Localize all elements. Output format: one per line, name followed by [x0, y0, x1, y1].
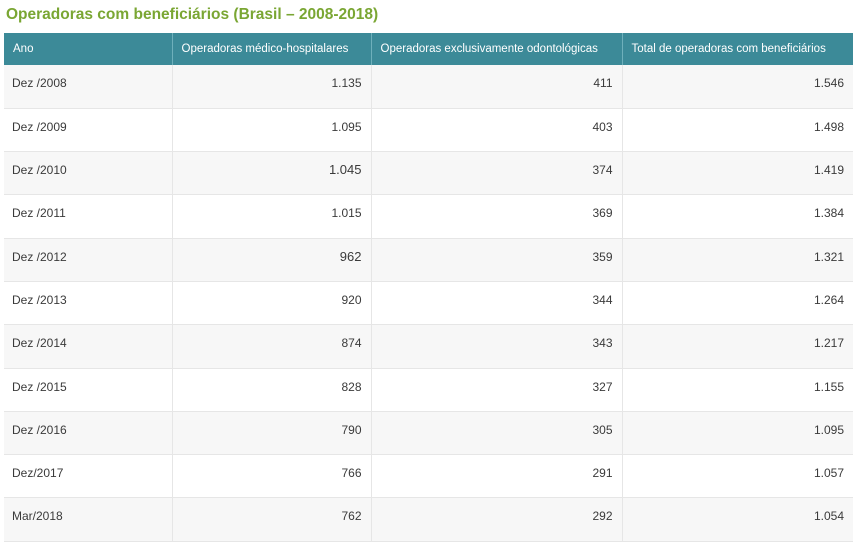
- cell-medico: 962: [172, 238, 372, 282]
- cell-medico: 874: [172, 324, 372, 369]
- cell-medico: 1.135: [172, 65, 372, 109]
- table-body: Dez /2008 1.135 411 1.546 Dez /2009 1.09…: [4, 65, 853, 542]
- cell-total: 1.321: [622, 238, 853, 282]
- page-title: Operadoras com beneficiários (Brasil – 2…: [6, 6, 379, 23]
- cell-ano: Dez /2015: [4, 368, 173, 412]
- header-odontologicas: Operadoras exclusivamente odontológicas: [371, 33, 623, 65]
- cell-medico: 1.095: [172, 108, 372, 153]
- cell-odonto: 403: [371, 108, 623, 153]
- cell-total: 1.546: [622, 65, 853, 109]
- cell-total: 1.155: [622, 368, 853, 412]
- cell-ano: Mar/2018: [4, 497, 173, 542]
- cell-odonto: 369: [371, 194, 623, 239]
- table-row: Mar/2018 762 292 1.054: [4, 497, 853, 542]
- cell-total: 1.419: [622, 151, 853, 196]
- table-header-row: Ano Operadoras médico-hospitalares Opera…: [4, 33, 853, 65]
- table-row: Dez /2016 790 305 1.095: [4, 411, 853, 456]
- header-medico-hospitalares: Operadoras médico-hospitalares: [172, 33, 372, 65]
- cell-medico: 762: [172, 497, 372, 542]
- cell-odonto: 327: [371, 368, 623, 412]
- table-row: Dez /2011 1.015 369 1.384: [4, 194, 853, 239]
- table-row: Dez/2017 766 291 1.057: [4, 454, 853, 499]
- header-total: Total de operadoras com beneficiários: [622, 33, 853, 65]
- cell-odonto: 305: [371, 411, 623, 456]
- table-row: Dez /2014 874 343 1.217: [4, 324, 853, 369]
- cell-medico: 1.015: [172, 194, 372, 239]
- table-row: Dez /2015 828 327 1.155: [4, 368, 853, 412]
- cell-odonto: 411: [371, 65, 623, 109]
- cell-medico: 790: [172, 411, 372, 456]
- cell-total: 1.057: [622, 454, 853, 499]
- cell-odonto: 374: [371, 151, 623, 196]
- cell-total: 1.095: [622, 411, 853, 456]
- table-row: Dez /2010 1.045 374 1.419: [4, 151, 853, 196]
- table-row: Dez /2008 1.135 411 1.546: [4, 65, 853, 109]
- cell-ano: Dez /2011: [4, 194, 173, 239]
- cell-odonto: 344: [371, 281, 623, 326]
- cell-ano: Dez /2013: [4, 281, 173, 326]
- header-ano: Ano: [4, 33, 173, 65]
- cell-medico: 920: [172, 281, 372, 326]
- table-row: Dez /2012 962 359 1.321: [4, 238, 853, 282]
- cell-odonto: 292: [371, 497, 623, 542]
- cell-total: 1.054: [622, 497, 853, 542]
- table-row: Dez /2009 1.095 403 1.498: [4, 108, 853, 153]
- table-row: Dez /2013 920 344 1.264: [4, 281, 853, 326]
- cell-odonto: 291: [371, 454, 623, 499]
- cell-ano: Dez /2008: [4, 65, 173, 109]
- cell-odonto: 359: [371, 238, 623, 282]
- cell-total: 1.384: [622, 194, 853, 239]
- cell-medico: 828: [172, 368, 372, 412]
- cell-ano: Dez/2017: [4, 454, 173, 499]
- data-table: Ano Operadoras médico-hospitalares Opera…: [4, 33, 853, 542]
- cell-total: 1.217: [622, 324, 853, 369]
- cell-ano: Dez /2010: [4, 151, 173, 196]
- cell-ano: Dez /2009: [4, 108, 173, 153]
- cell-medico: 1.045: [172, 151, 372, 196]
- cell-ano: Dez /2016: [4, 411, 173, 456]
- cell-medico: 766: [172, 454, 372, 499]
- cell-ano: Dez /2012: [4, 238, 173, 282]
- cell-odonto: 343: [371, 324, 623, 369]
- cell-total: 1.264: [622, 281, 853, 326]
- cell-total: 1.498: [622, 108, 853, 153]
- cell-ano: Dez /2014: [4, 324, 173, 369]
